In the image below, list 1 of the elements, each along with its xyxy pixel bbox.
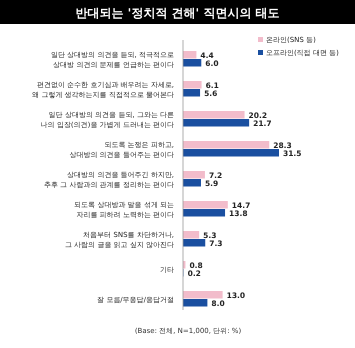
chart-title: 반대되는 '정치적 견해' 직면시의 태도 [75, 6, 280, 20]
